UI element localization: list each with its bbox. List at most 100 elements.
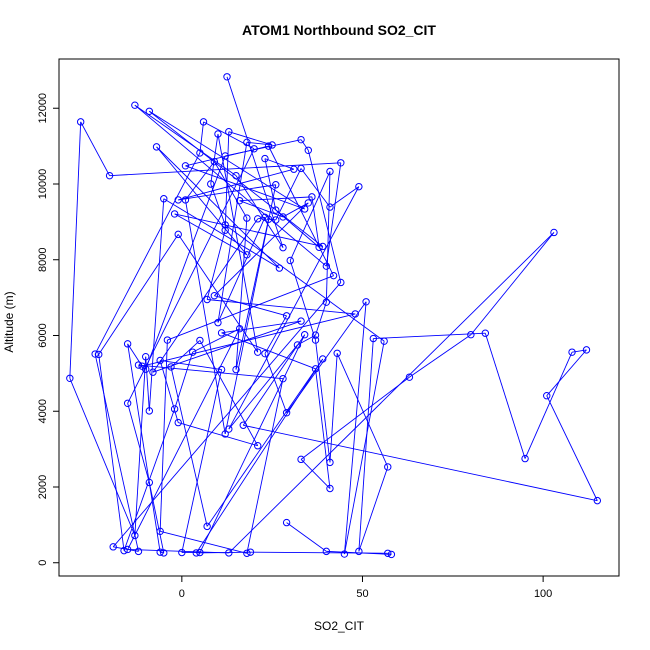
series-segment xyxy=(246,141,273,146)
series-segment xyxy=(239,196,312,202)
series-segment xyxy=(246,378,284,554)
data-point xyxy=(582,346,591,354)
series-segment xyxy=(98,234,179,355)
data-point xyxy=(387,550,396,559)
data-point xyxy=(297,135,305,144)
data-point xyxy=(225,549,233,557)
series-segment xyxy=(358,338,374,552)
series-segment xyxy=(329,186,360,208)
series-segment xyxy=(326,550,392,555)
series-segment xyxy=(109,162,341,177)
series-segment xyxy=(300,139,309,151)
data-point xyxy=(326,203,334,211)
data-point xyxy=(268,141,276,149)
data-point xyxy=(384,549,392,557)
data-point xyxy=(131,101,139,109)
series-segment xyxy=(217,133,259,353)
series-segment xyxy=(185,161,215,201)
y-tick-label: 6000 xyxy=(37,323,49,347)
y-tick-label: 12000 xyxy=(37,93,49,124)
data-point xyxy=(272,181,280,189)
series-segment xyxy=(325,171,331,303)
data-point xyxy=(196,336,204,345)
series-segment xyxy=(94,353,139,552)
x-tick-label: 50 xyxy=(356,588,368,600)
series-segment xyxy=(224,131,230,231)
data-point xyxy=(315,243,323,251)
data-point xyxy=(217,365,226,374)
series-segment xyxy=(524,351,573,459)
data-point xyxy=(282,409,291,417)
data-point xyxy=(550,228,558,237)
data-point xyxy=(214,318,222,327)
series-segment xyxy=(315,339,331,463)
data-point xyxy=(156,527,164,536)
data-point xyxy=(152,143,161,151)
data-point xyxy=(156,548,164,556)
series-segment xyxy=(358,466,389,552)
data-point xyxy=(279,374,287,383)
data-point xyxy=(319,355,327,363)
data-point xyxy=(467,331,475,339)
series-segment xyxy=(275,168,302,221)
data-point xyxy=(282,312,291,320)
series-segment xyxy=(178,168,294,201)
series-segment xyxy=(264,158,277,211)
data-point xyxy=(160,195,168,203)
series-segment xyxy=(286,522,327,552)
data-point xyxy=(232,171,240,180)
y-tick-label: 10000 xyxy=(37,169,49,200)
data-point xyxy=(355,182,363,191)
series-segment xyxy=(221,320,302,334)
series-segment xyxy=(152,218,259,373)
series-segment xyxy=(174,213,323,247)
data-point xyxy=(340,550,349,558)
series-segment xyxy=(138,364,284,380)
data-point xyxy=(203,522,211,531)
series-segment xyxy=(69,378,136,536)
data-point xyxy=(261,349,269,358)
series-segment xyxy=(148,198,165,411)
data-point xyxy=(210,292,219,300)
data-point xyxy=(243,214,251,222)
data-point xyxy=(311,365,320,373)
series-segment xyxy=(170,340,201,368)
data-point xyxy=(221,226,229,234)
series-segment xyxy=(289,260,316,341)
data-point xyxy=(351,310,359,318)
data-point xyxy=(134,547,143,556)
data-point xyxy=(311,336,320,344)
data-point xyxy=(203,295,211,304)
data-point xyxy=(293,341,302,349)
data-point xyxy=(225,128,233,136)
data-point xyxy=(105,171,114,180)
data-point xyxy=(254,215,262,223)
data-point xyxy=(308,193,316,201)
series-segment xyxy=(210,183,226,226)
series-segment xyxy=(127,403,150,483)
series-segment xyxy=(207,299,356,315)
series-segment xyxy=(185,199,226,435)
data-point xyxy=(123,340,132,348)
series-segment xyxy=(127,343,161,553)
data-point xyxy=(264,215,273,223)
x-axis-ticks: 0 50 100 xyxy=(179,576,552,600)
series-segment xyxy=(134,104,237,177)
data-point xyxy=(380,337,388,345)
data-point xyxy=(326,167,334,176)
data-point xyxy=(95,350,103,359)
data-point xyxy=(188,348,197,356)
data-point xyxy=(145,107,154,115)
y-tick-label: 4000 xyxy=(37,399,49,423)
series-segment xyxy=(228,344,298,430)
data-point xyxy=(192,549,200,557)
data-point xyxy=(174,418,182,427)
data-point xyxy=(297,164,305,173)
series-segment xyxy=(300,376,410,460)
data-point xyxy=(221,152,229,160)
data-point xyxy=(264,142,273,150)
series-segment xyxy=(214,295,287,317)
series-segment xyxy=(145,155,226,370)
data-point xyxy=(300,205,309,213)
